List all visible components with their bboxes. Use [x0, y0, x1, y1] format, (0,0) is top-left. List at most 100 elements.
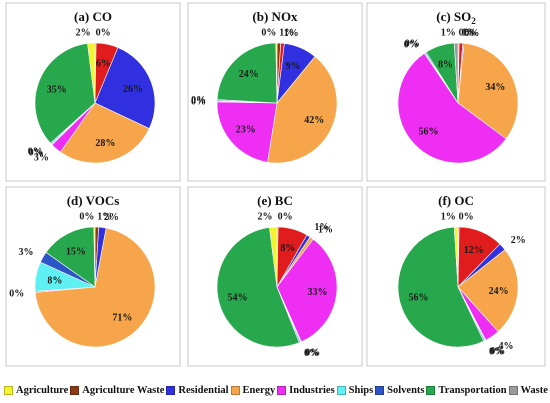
legend-label-transportation: Transportation — [438, 384, 507, 396]
pie-label-transportation: 56% — [409, 293, 429, 304]
legend-label-agriculture: Agriculture — [16, 384, 69, 396]
pie-slice-transportation — [45, 226, 96, 288]
pie-label-industries: 0% — [9, 288, 24, 299]
pie-slice-agriculture — [275, 42, 278, 104]
pie-label-agriculture-waste: 0% — [459, 212, 474, 223]
pie-label-ships: 0% — [29, 147, 44, 158]
pie-slice-agriculture — [269, 226, 278, 288]
legend-item-agriculture: Agriculture — [4, 385, 68, 396]
legend-item-solvents: Solvents — [375, 385, 425, 396]
pie-slice-residential — [94, 47, 156, 129]
pie-label-agriculture: 1% — [441, 212, 456, 223]
pie-slice-energy — [60, 102, 150, 164]
pie-label-transportation: 35% — [47, 84, 67, 95]
chart-title-subscript: 2 — [471, 16, 476, 26]
pie-label-residential: 9% — [286, 61, 301, 72]
pie-label-industries: 23% — [236, 125, 256, 136]
legend-swatch-energy — [230, 385, 240, 395]
pie-label-solvents: 3% — [18, 247, 33, 258]
pie-label-energy: 24% — [489, 286, 509, 297]
pie-panel-5: (e) BC0%8%1%1%33%0%0%54%2% — [187, 186, 363, 367]
chart-title: (f) OC — [438, 193, 474, 208]
pie-label-agriculture: 0% — [261, 28, 276, 39]
legend-item-energy: Energy — [230, 384, 276, 396]
pie-label-ships: 0% — [404, 39, 419, 50]
pie-label-agriculture-waste: 1% — [97, 212, 112, 223]
legend-label-industries: Industries — [289, 384, 335, 396]
pie-label-residential: 1% — [314, 222, 329, 233]
pie-label-transportation: 15% — [66, 246, 86, 257]
pie-chart-grid: (a) CO0%6%26%28%3%0%0%35%2%(b) NOx1%1%9%… — [5, 2, 546, 367]
legend-swatch-transportation — [426, 385, 436, 395]
pie-label-energy: 42% — [304, 115, 324, 126]
pie-label-energy: 34% — [485, 82, 505, 93]
pie-label-solvents: 0% — [489, 346, 504, 357]
legend: Agriculture Agriculture Waste Residentia… — [4, 381, 548, 399]
legend-swatch-waste — [508, 385, 518, 395]
pie-slice-agriculture — [453, 226, 459, 288]
pie-label-waste: 1% — [441, 28, 456, 39]
pie-label-residential: 26% — [123, 84, 143, 95]
pie-panel-6: (f) OC0%12%2%24%4%0%0%56%1% — [366, 186, 546, 367]
pie-label-solvents: 0% — [191, 95, 206, 106]
pie-label-solvents: 0% — [28, 147, 43, 158]
pie-slice-industries — [276, 238, 338, 343]
pie-slice-energy — [457, 42, 519, 140]
pie-panel-4: (d) VOCs 1%2% 71% 0% 8% 3% 15% 0% — [5, 186, 181, 367]
pie-slice-transportation — [216, 42, 278, 104]
chart-title: (d) VOCs — [67, 193, 120, 208]
pie-slice-waste — [453, 42, 459, 104]
legend-swatch-solvents — [375, 385, 385, 395]
pie-label-energy: 1% — [318, 225, 333, 236]
pie-label-energy: 71% — [112, 313, 132, 324]
pie-label-residential: 2% — [511, 235, 526, 246]
legend-swatch-industries — [277, 385, 287, 395]
legend-label-waste: Waste — [520, 384, 548, 396]
chart-title: (c) SO2 — [436, 9, 476, 26]
legend-item-ships: Ships — [336, 384, 374, 396]
pie-label-transportation: 24% — [239, 69, 259, 80]
pie-label-agriculture-waste: 0% — [459, 28, 474, 39]
pie-label-residential: 2% — [104, 212, 119, 223]
pie-label-red: 1% — [462, 28, 477, 39]
pie-label-red: 8% — [280, 243, 295, 254]
pie-label-agriculture: 2% — [258, 212, 273, 223]
pie-label-industries: 56% — [419, 127, 439, 138]
chart-title: (b) NOx — [252, 9, 298, 24]
legend-label-residential: Residential — [178, 384, 229, 396]
pie-slice-energy — [457, 249, 519, 333]
pie-label-solvents: 0% — [405, 39, 420, 50]
pie-label-industries: 3% — [34, 152, 49, 163]
pie-label-agriculture: 0% — [79, 212, 94, 223]
pie-label-residential: 0% — [464, 28, 479, 39]
legend-label-ships: Ships — [348, 384, 374, 396]
pie-label-energy: 28% — [95, 138, 115, 149]
pie-label-agriculture-waste: 1% — [279, 28, 294, 39]
pie-label-transportation: 8% — [438, 60, 453, 71]
pie-label-ships: 0% — [191, 96, 206, 107]
pie-slice-energy — [267, 56, 338, 164]
legend-item-residential: Residential — [166, 384, 229, 396]
pie-label-red: 12% — [464, 245, 484, 256]
pie-label-industries: 33% — [308, 287, 328, 298]
pie-label-solvents: 0% — [304, 348, 319, 359]
legend-label-agriculture-waste: Agriculture Waste — [82, 384, 165, 396]
legend-label-energy: Energy — [242, 384, 276, 396]
legend-item-waste: Waste — [508, 384, 548, 396]
pie-label-agriculture: 2% — [76, 28, 91, 39]
pie-slice-transportation — [397, 226, 485, 348]
legend-item-industries: Industries — [277, 385, 335, 396]
pie-slice-energy — [34, 227, 156, 348]
pie-slice-agriculture — [87, 42, 96, 104]
pie-panel-1: (a) CO0%6%26%28%3%0%0%35%2% — [5, 2, 181, 182]
legend-swatch-agriculture — [4, 385, 13, 395]
pie-label-industries: 4% — [498, 341, 513, 352]
chart-title: (e) BC — [257, 193, 293, 208]
pie-slice-transportation — [34, 43, 96, 144]
chart-title: (a) CO — [74, 9, 112, 24]
pie-label-red: 6% — [96, 59, 111, 70]
legend-swatch-ships — [336, 385, 346, 395]
